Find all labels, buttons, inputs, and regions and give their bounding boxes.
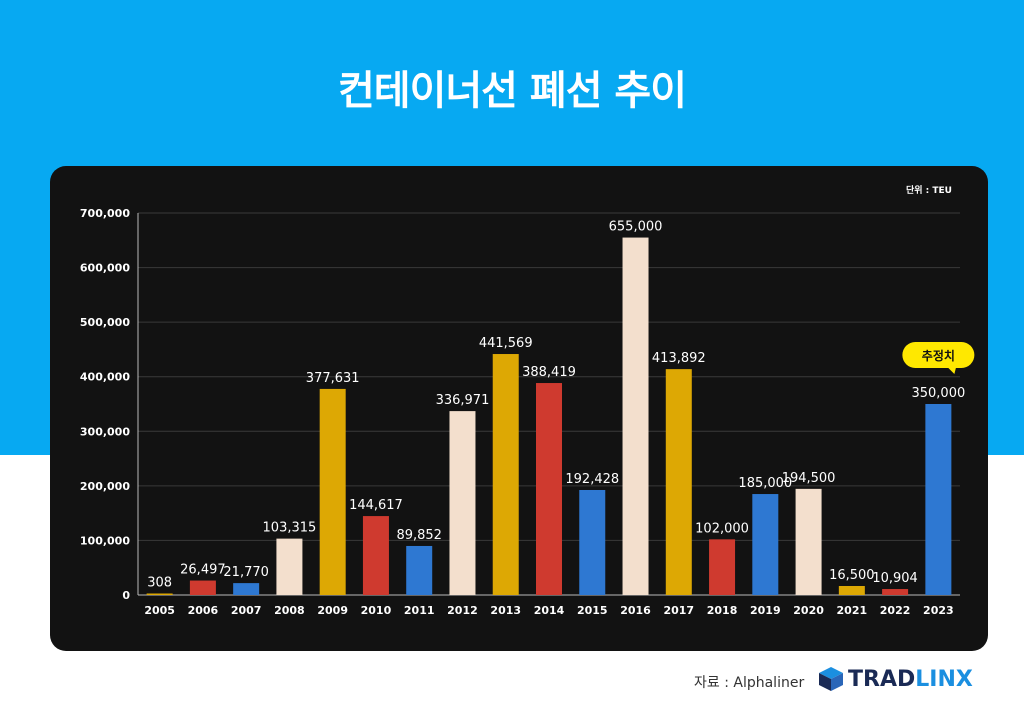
x-tick-label-2018: 2018 xyxy=(707,604,738,617)
x-tick-label-2013: 2013 xyxy=(490,604,521,617)
callout-text: 추정치 xyxy=(922,348,955,363)
value-label-2007: 21,770 xyxy=(223,565,269,580)
value-label-2008: 103,315 xyxy=(263,521,317,536)
bar-2022 xyxy=(882,589,909,595)
brand-part1: TRAD xyxy=(848,666,916,692)
x-tick-label-2008: 2008 xyxy=(274,604,305,617)
bar-2017 xyxy=(665,369,692,595)
bar-2013 xyxy=(492,354,519,595)
bar-2009 xyxy=(319,388,346,595)
x-tick-label-2020: 2020 xyxy=(793,604,824,617)
unit-label: 단위 : TEU xyxy=(905,186,952,196)
value-label-2020: 194,500 xyxy=(782,471,836,486)
x-tick-label-2022: 2022 xyxy=(880,604,911,617)
value-label-2016: 655,000 xyxy=(609,220,663,235)
brand-wordmark: TRADLINX xyxy=(848,667,973,692)
value-label-2006: 26,497 xyxy=(180,563,226,578)
y-tick-label: 600,000 xyxy=(80,262,130,275)
value-label-2015: 192,428 xyxy=(565,472,619,487)
bar-2012 xyxy=(449,411,476,595)
y-tick-label: 700,000 xyxy=(80,207,130,220)
value-label-2011: 89,852 xyxy=(396,528,442,543)
x-tick-label-2016: 2016 xyxy=(620,604,651,617)
value-label-2017: 413,892 xyxy=(652,351,706,366)
value-label-2012: 336,971 xyxy=(436,393,490,408)
y-tick-label: 300,000 xyxy=(80,425,130,438)
y-tick-label: 0 xyxy=(122,589,130,602)
y-tick-label: 500,000 xyxy=(80,316,130,329)
value-label-2019: 185,000 xyxy=(738,476,792,491)
bar-2011 xyxy=(406,545,433,595)
y-axis-ticks: 0 100,000 200,000 300,000 400,000 500,000 600,… xyxy=(80,207,130,602)
x-tick-label-2017: 2017 xyxy=(663,604,694,617)
brand-part2: LINX xyxy=(915,666,973,692)
chart-card: 단위 : TEU 0 100,000 200,000 300,000 400,000 50… xyxy=(50,166,988,651)
x-tick-label-2019: 2019 xyxy=(750,604,781,617)
value-label-2014: 388,419 xyxy=(522,365,576,380)
y-tick-label: 200,000 xyxy=(80,480,130,493)
x-tick-label-2010: 2010 xyxy=(361,604,392,617)
bar-2014 xyxy=(536,383,562,595)
brand-logo[interactable]: TRADLINX xyxy=(818,666,973,692)
estimate-callout: 추정치 xyxy=(902,342,975,374)
value-label-2018: 102,000 xyxy=(695,521,749,536)
bar-2008 xyxy=(276,538,303,595)
x-tick-label-2009: 2009 xyxy=(317,604,348,617)
x-tick-label-2014: 2014 xyxy=(534,604,565,617)
x-tick-label-2021: 2021 xyxy=(837,604,868,617)
bar-chart: 0 100,000 200,000 300,000 400,000 500,000 600,… xyxy=(80,207,975,617)
x-tick-label-2006: 2006 xyxy=(188,604,219,617)
annotation-layer: 추정치 xyxy=(902,342,975,374)
value-label-2013: 441,569 xyxy=(479,336,533,351)
bar-2007 xyxy=(233,583,260,595)
source-note: 자료 : Alphaliner xyxy=(694,675,805,691)
value-label-2023: 350,000 xyxy=(911,386,965,401)
bars xyxy=(146,237,952,596)
value-label-2022: 10,904 xyxy=(872,571,918,586)
value-label-2010: 144,617 xyxy=(349,498,403,513)
x-tick-label-2015: 2015 xyxy=(577,604,608,617)
callout-bubble xyxy=(902,342,975,368)
callout-tail xyxy=(946,366,957,374)
x-tick-label-2005: 2005 xyxy=(144,604,175,617)
x-tick-label-2011: 2011 xyxy=(404,604,435,617)
y-tick-label: 400,000 xyxy=(80,371,130,384)
bar-2006 xyxy=(189,580,216,595)
page-title: 컨테이너선 폐선 추이 xyxy=(337,68,687,114)
value-label-2005: 308 xyxy=(147,576,172,591)
bar-2016 xyxy=(622,237,649,596)
cube-icon xyxy=(819,667,843,691)
bar-2015 xyxy=(579,489,606,595)
bar-2005 xyxy=(146,593,173,595)
x-tick-label-2023: 2023 xyxy=(923,604,954,617)
x-tick-label-2007: 2007 xyxy=(231,604,262,617)
value-label-2009: 377,631 xyxy=(306,371,360,386)
bar-2010 xyxy=(362,516,389,595)
bar-2018 xyxy=(709,539,736,595)
bar-2019 xyxy=(752,494,779,595)
bar-2021 xyxy=(838,585,865,595)
value-label-2021: 16,500 xyxy=(829,568,875,583)
x-tick-label-2012: 2012 xyxy=(447,604,478,617)
grid-layer xyxy=(137,212,960,596)
bar-2023 xyxy=(925,404,952,595)
bar-2020 xyxy=(795,488,822,595)
x-axis-ticks: 2005 2006 2007 2008 2009 2010 2011 2012 2013 2014… xyxy=(144,604,953,617)
y-tick-label: 100,000 xyxy=(80,534,130,547)
